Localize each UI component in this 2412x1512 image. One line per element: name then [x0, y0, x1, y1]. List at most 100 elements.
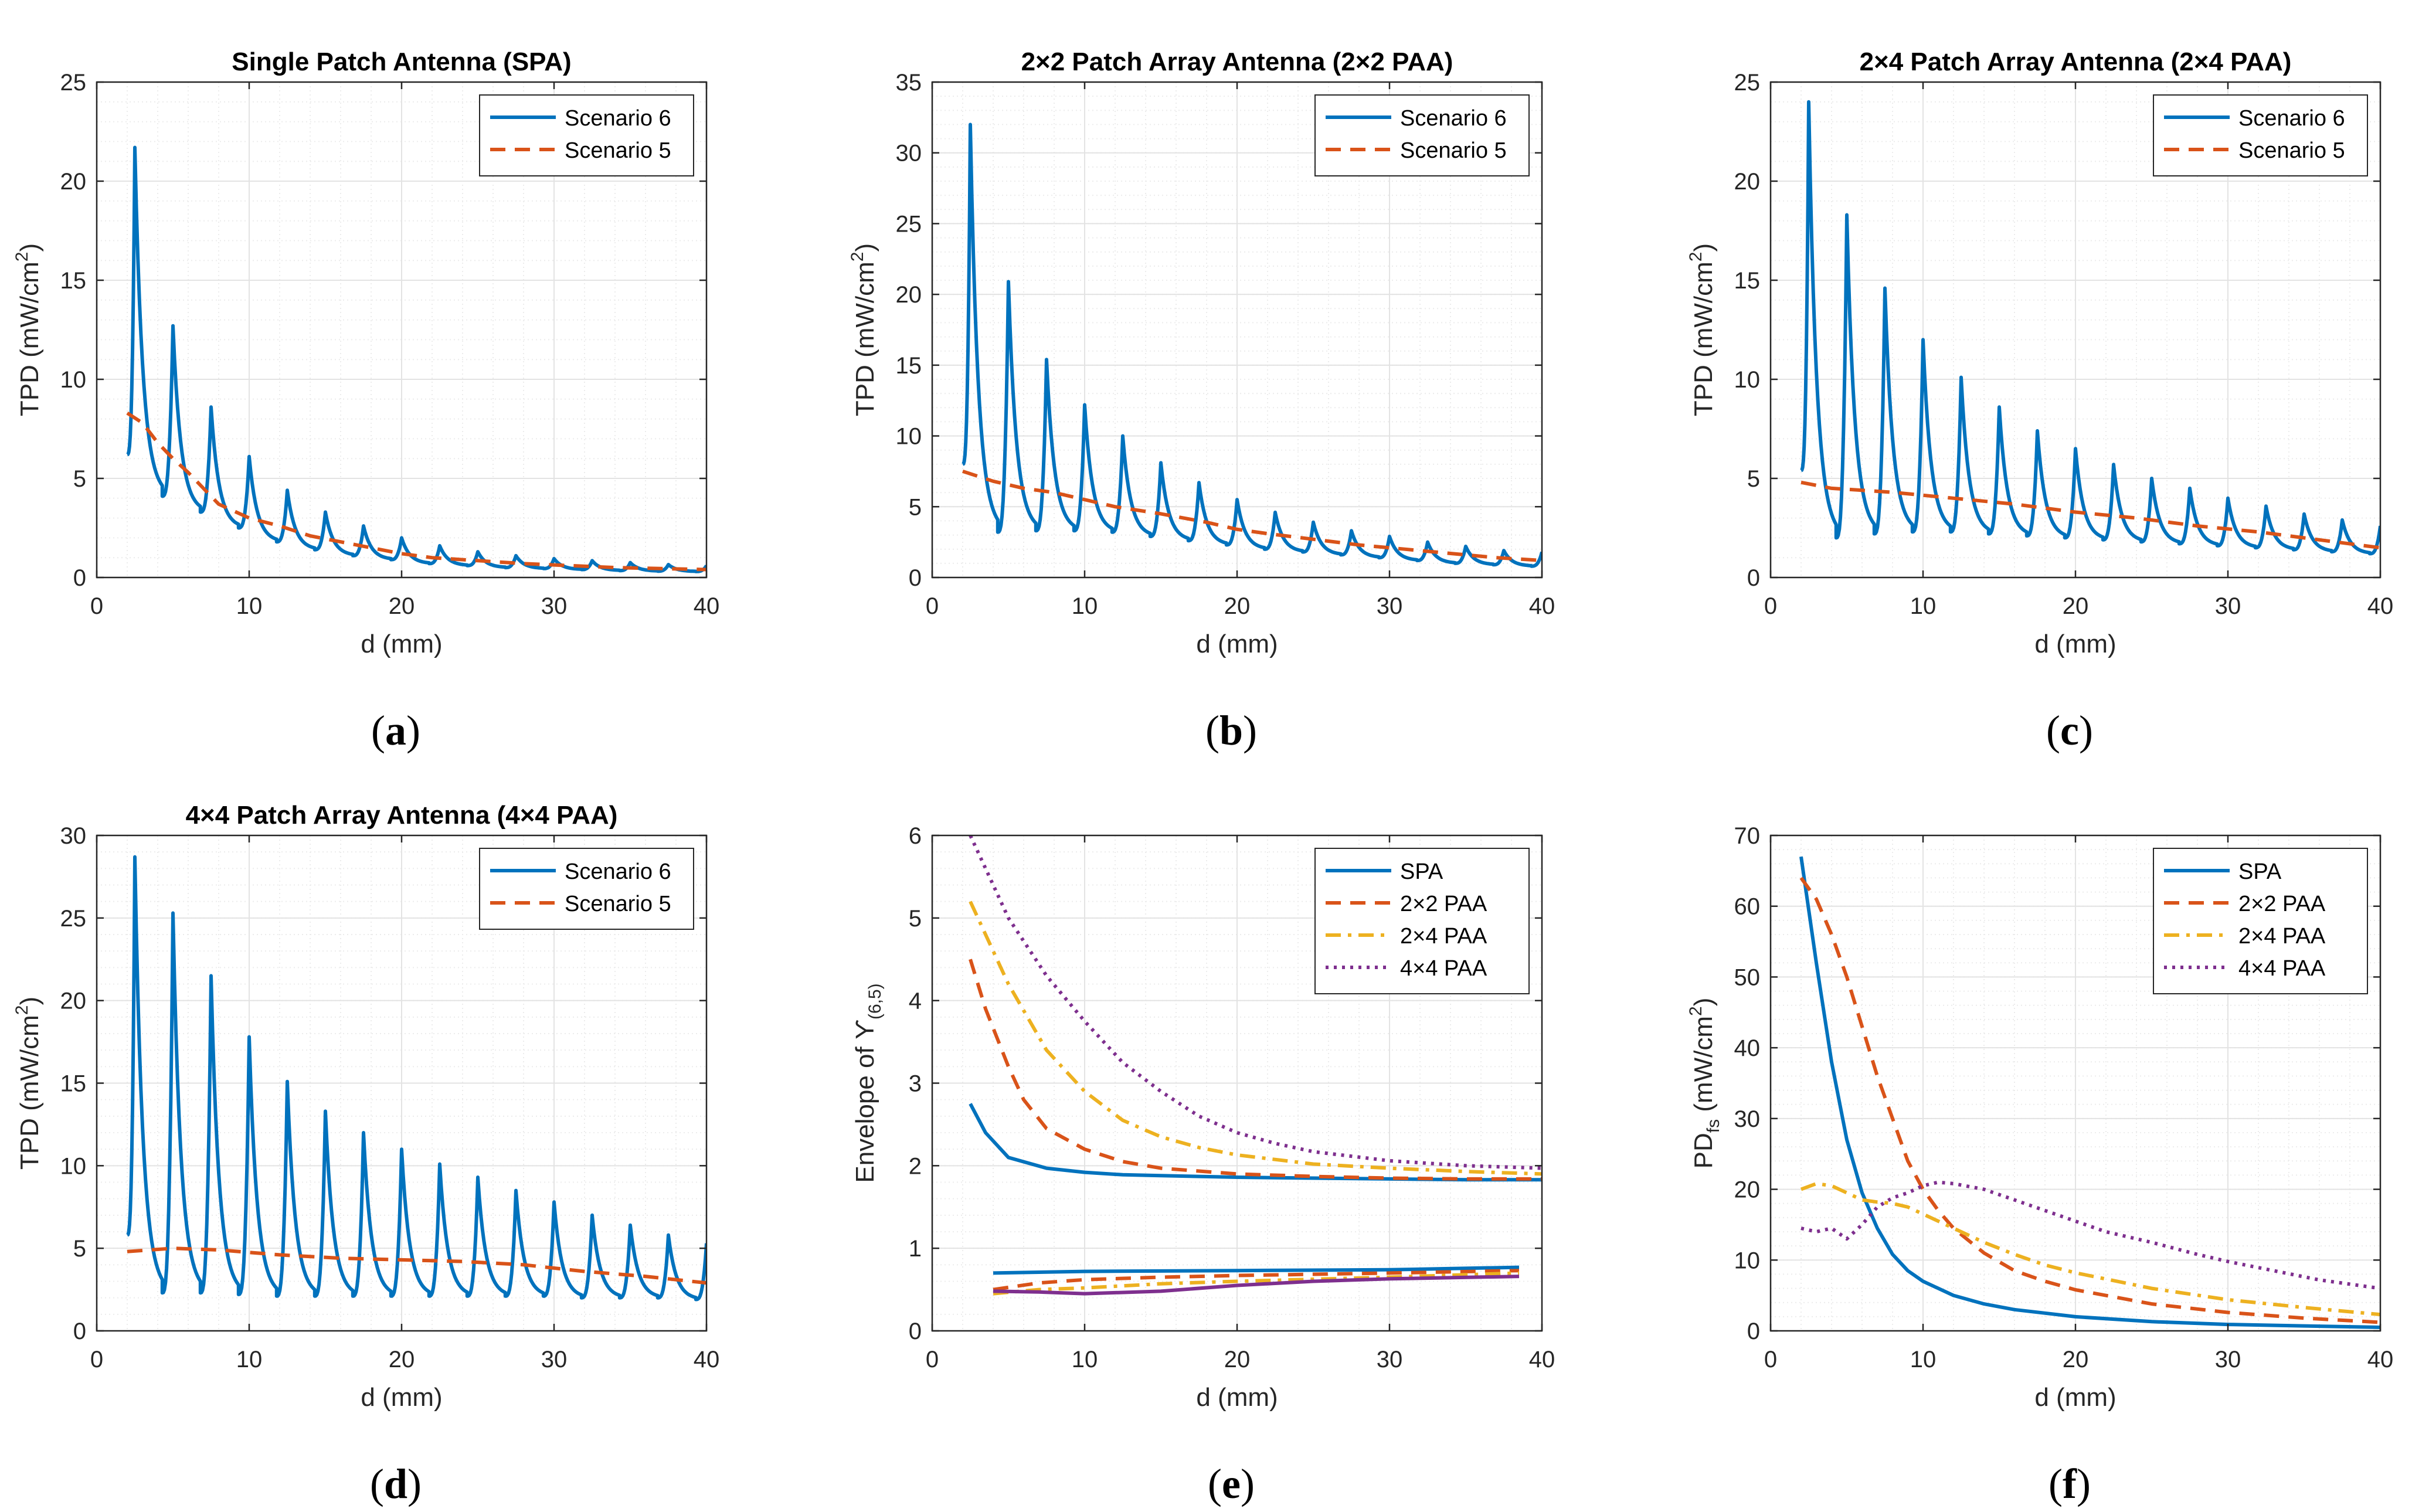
y-label-sup: 2: [1686, 252, 1706, 262]
x-tick-label: 40: [1529, 1347, 1555, 1372]
x-tick-label: 20: [1224, 1347, 1251, 1372]
y-tick-label: 5: [73, 1236, 86, 1262]
caption-open: (: [371, 707, 385, 754]
y-tick-label: 10: [60, 1153, 87, 1179]
legend-label: Scenario 6: [1400, 106, 1507, 131]
caption-close: ): [2077, 1460, 2091, 1507]
y-label-tail: ): [15, 243, 44, 252]
x-tick-label: 0: [926, 593, 939, 619]
x-tick-label: 40: [2367, 593, 2394, 619]
y-label-tail: ): [1689, 998, 1718, 1007]
series-line-scenario-5: [127, 1246, 706, 1285]
y-tick-label: 15: [60, 268, 87, 294]
x-axis-label: d (mm): [361, 630, 442, 658]
series-line-scenario-5: [962, 470, 1542, 562]
panel-caption: (b): [1205, 707, 1257, 754]
caption-open: (: [370, 1460, 384, 1507]
y-tick-label: 0: [73, 565, 86, 591]
y-tick-label: 10: [1734, 367, 1761, 393]
series-line-scenario-5: [1800, 480, 2380, 550]
caption-letter: b: [1219, 707, 1243, 754]
x-tick-label: 20: [2063, 593, 2089, 619]
y-tick-label: 5: [73, 466, 86, 492]
panel-caption: (c): [2046, 707, 2093, 754]
y-tick-label: 15: [60, 1071, 87, 1097]
panel-f: 0 10 20 30 40 0 10 20 30 40 50 60 70 d (mm) PDfs (mW/c…: [1686, 823, 2393, 1507]
y-label-sup: 2: [12, 252, 32, 262]
caption-letter: e: [1222, 1460, 1241, 1507]
y-tick-label: 20: [60, 988, 87, 1014]
y-tick-label: 25: [60, 906, 87, 932]
legend-box: [479, 848, 694, 930]
y-tick-label: 30: [896, 141, 922, 167]
series-line-lower-orange: [993, 1269, 1520, 1292]
legend-label: Scenario 5: [565, 892, 671, 916]
y-tick-label: 0: [73, 1319, 86, 1344]
legend-label: SPA: [1400, 859, 1443, 884]
x-axis-label: d (mm): [361, 1383, 442, 1412]
y-label-tail: ): [1689, 243, 1718, 252]
panel-caption: (e): [1208, 1460, 1255, 1507]
x-tick-label: 10: [1072, 1347, 1098, 1372]
y-tick-label: 35: [896, 70, 922, 96]
series-line-scenario-5: [126, 411, 706, 572]
y-label-sup: 2: [12, 1005, 32, 1015]
chart-title: 2×2 Patch Array Antenna (2×2 PAA): [1021, 47, 1453, 76]
chart-title: 2×4 Patch Array Antenna (2×4 PAA): [1860, 47, 2292, 76]
caption-open: (: [1208, 1460, 1222, 1507]
series-line-4-4-paa: [969, 835, 1542, 1170]
legend-label: 2×4 PAA: [1400, 924, 1487, 949]
x-tick-label: 30: [1377, 1347, 1403, 1372]
y-tick-label: 20: [896, 282, 922, 308]
chart-title: Single Patch Antenna (SPA): [232, 47, 571, 76]
legend-label: Scenario 5: [1400, 138, 1507, 163]
series-line-2-2-paa: [1799, 876, 2380, 1324]
x-tick-label: 40: [694, 593, 720, 619]
x-tick-label: 10: [236, 593, 263, 619]
series-line-spa: [1799, 856, 2380, 1329]
series-line-scenario-6: [962, 123, 1542, 568]
panel-e: 0 10 20 30 40 0 1 2 3 4 5 6 d (mm) Envelope of ϒ(6,5)…: [851, 823, 1555, 1507]
caption-close: ): [1241, 1460, 1255, 1507]
x-tick-label: 10: [1910, 593, 1937, 619]
x-tick-label: 40: [2367, 1347, 2394, 1372]
y-label-sub: (6,5): [865, 983, 885, 1020]
y-tick-label: 3: [909, 1071, 922, 1097]
x-tick-label: 10: [1910, 1347, 1937, 1372]
legend-label: 2×2 PAA: [2238, 892, 2326, 916]
y-tick-label: 4: [909, 988, 922, 1014]
panel-c: 0 10 20 30 40 0 5 10 15 20 25 2×4 Patch Array Anten…: [1686, 47, 2393, 754]
series-line-scenario-6: [126, 855, 706, 1302]
y-label-mid: (mW/cm: [1689, 1016, 1718, 1119]
x-tick-label: 0: [1764, 593, 1777, 619]
chart-title: 4×4 Patch Array Antenna (4×4 PAA): [186, 801, 618, 830]
panel-caption: (d): [370, 1460, 422, 1507]
y-label-main: TPD (mW/cm: [1689, 261, 1718, 416]
y-tick-label: 10: [896, 424, 922, 450]
series-line-scenario-6: [126, 145, 706, 573]
y-tick-label: 0: [1747, 565, 1760, 591]
caption-open: (: [2048, 1460, 2063, 1507]
y-tick-label: 5: [909, 494, 922, 520]
y-tick-label: 0: [909, 565, 922, 591]
panel-a: 0 10 20 30 40 0 5 10 15 20 25 Single Patch Antenna …: [12, 47, 719, 754]
y-axis-label: TPD (mW/cm2): [848, 243, 879, 416]
x-axis-label: d (mm): [1196, 1383, 1278, 1412]
panel-caption: (a): [371, 707, 420, 754]
x-tick-label: 20: [2063, 1347, 2089, 1372]
x-tick-label: 0: [90, 1347, 103, 1372]
y-axis-label: TPD (mW/cm2): [12, 997, 44, 1170]
caption-open: (: [1205, 707, 1219, 754]
legend-label: 2×2 PAA: [1400, 892, 1487, 916]
legend-box: [479, 94, 694, 176]
legend-label: 4×4 PAA: [2238, 956, 2326, 981]
y-axis-label: TPD (mW/cm2): [12, 243, 44, 416]
y-axis-label: Envelope of ϒ(6,5): [851, 983, 885, 1183]
panel-caption: (f): [2048, 1460, 2091, 1507]
caption-letter: a: [385, 707, 406, 754]
y-tick-label: 10: [60, 367, 87, 393]
x-tick-label: 40: [1529, 593, 1555, 619]
x-tick-label: 30: [1377, 593, 1403, 619]
y-tick-label: 20: [1734, 169, 1761, 195]
y-label-tail: ): [15, 997, 44, 1005]
